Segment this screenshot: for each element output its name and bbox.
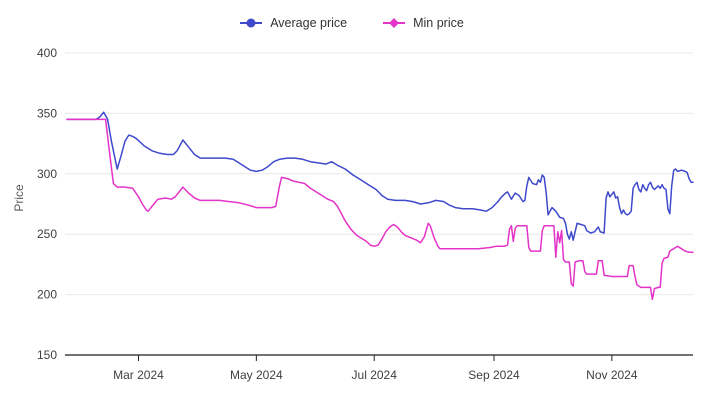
min-price-line [66, 118, 694, 301]
legend-item-average-price[interactable]: Average price [240, 17, 347, 30]
x-tick-label: Jul 2024 [352, 368, 398, 382]
y-axis-title: Price [12, 184, 26, 212]
y-tick-label: 350 [37, 106, 57, 120]
x-tick-label: May 2024 [230, 368, 283, 382]
y-tick-label: 400 [37, 46, 57, 60]
y-tick-label: 250 [37, 227, 57, 241]
x-tick-label: Sep 2024 [468, 368, 520, 382]
legend-label-min-price: Min price [413, 16, 464, 30]
y-tick-label: 300 [37, 167, 57, 181]
min-price-marker-icon [383, 18, 406, 29]
legend-label-average-price: Average price [270, 16, 348, 30]
x-tick-label: Mar 2024 [113, 368, 164, 382]
average-price-line [66, 111, 694, 241]
chart-legend: Average price Min price [0, 17, 704, 30]
legend-item-min-price[interactable]: Min price [383, 17, 464, 30]
y-tick-label: 150 [37, 348, 57, 362]
y-tick-label: 200 [37, 288, 57, 302]
average-price-marker-icon [240, 18, 263, 28]
x-tick-label: Nov 2024 [586, 368, 638, 382]
